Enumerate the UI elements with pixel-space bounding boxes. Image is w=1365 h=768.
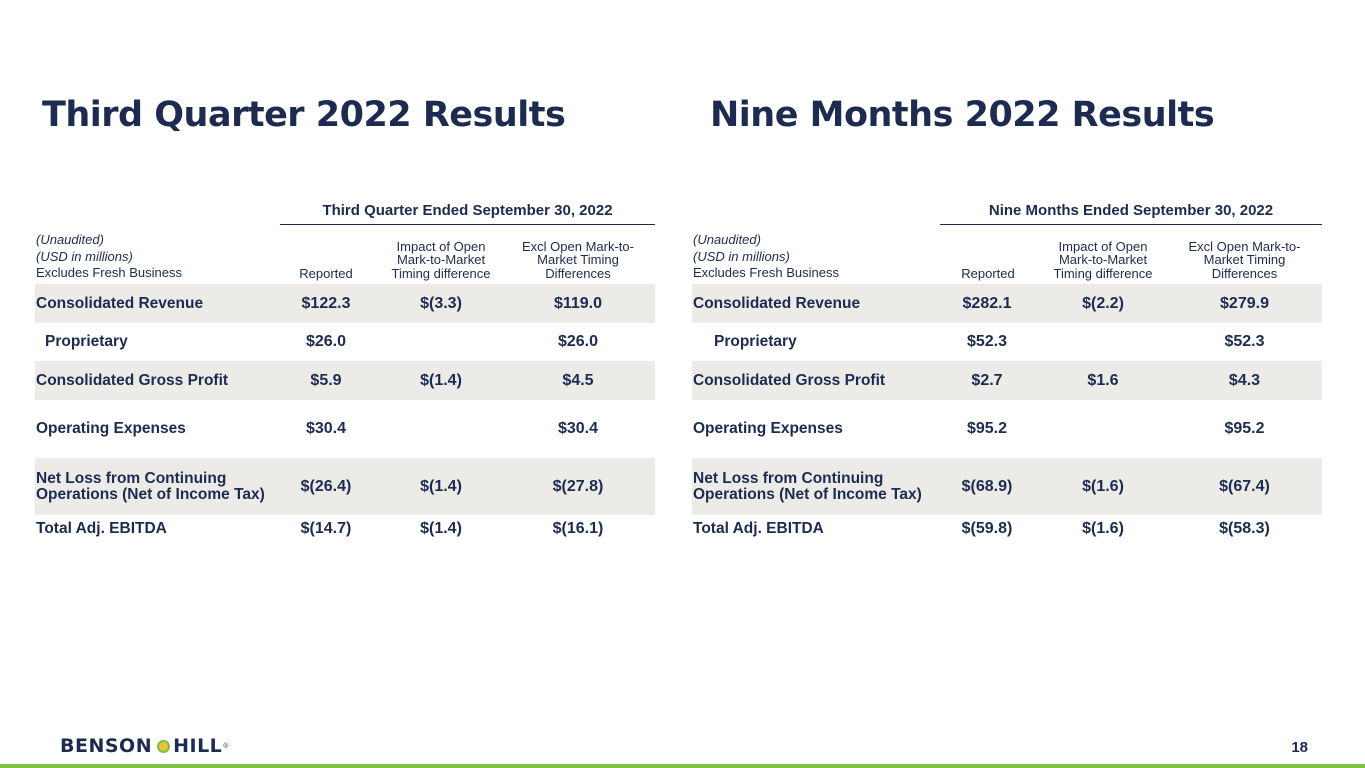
cell-excl-mtm: $95.2	[1224, 420, 1265, 437]
row-label: Operating Expenses	[693, 420, 843, 437]
cell-reported: $95.2	[966, 420, 1008, 437]
cell-mtm-impact: $(1.4)	[420, 477, 462, 495]
page-title-nine-months: Nine Months 2022 Results	[710, 95, 1215, 135]
cell-mtm-impact: $(1.6)	[1082, 520, 1124, 537]
table-row: Proprietary $26.0 $26.0	[35, 323, 655, 361]
benson-hill-logo: BENSON HILL ®	[60, 735, 228, 757]
column-header-reported: Reported	[961, 265, 1015, 281]
column-header-mtm-impact: Impact of Open Mark-to-Market Timing dif…	[1053, 238, 1153, 281]
row-label: Operating Expenses	[36, 420, 186, 437]
column-header-row: (Unaudited) (USD in millions) Excludes F…	[35, 232, 655, 282]
table-row: Consolidated Revenue $282.1 $(2.2) $279.…	[692, 284, 1322, 323]
note-excludes: Excludes Fresh Business	[693, 265, 839, 280]
cell-mtm-impact: $(1.4)	[420, 371, 462, 389]
table-row: Consolidated Revenue $122.3 $(3.3) $119.…	[35, 284, 655, 323]
row-label: Proprietary	[714, 333, 797, 350]
cell-excl-mtm: $279.9	[1220, 294, 1269, 312]
period-header: Nine Months Ended September 30, 2022	[940, 198, 1322, 225]
row-label: Net Loss from Continuing Operations (Net…	[36, 469, 265, 503]
cell-excl-mtm: $26.0	[557, 333, 599, 350]
cell-reported: $(59.8)	[961, 520, 1013, 537]
cell-reported: $(68.9)	[961, 477, 1013, 495]
cell-mtm-impact: $(2.2)	[1082, 294, 1124, 312]
logo-wordmark-right: HILL	[173, 735, 223, 757]
table-row: Consolidated Gross Profit $2.7 $1.6 $4.3	[692, 361, 1322, 400]
table-notes: (Unaudited) (USD in millions) Excludes F…	[36, 232, 182, 282]
cell-reported: $26.0	[305, 333, 347, 350]
column-header-excl-mtm: Excl Open Mark-to-Market Timing Differen…	[522, 238, 634, 281]
note-unaudited: (Unaudited)	[693, 232, 761, 247]
column-header-reported: Reported	[299, 265, 353, 281]
footer-accent-line	[0, 764, 1365, 768]
table-row: Total Adj. EBITDA $(59.8) $(1.6) $(58.3)	[692, 515, 1322, 543]
cell-mtm-impact: $1.6	[1087, 371, 1119, 389]
cell-excl-mtm: $(67.4)	[1219, 477, 1270, 495]
cell-excl-mtm: $52.3	[1224, 333, 1265, 350]
row-label: Total Adj. EBITDA	[693, 520, 824, 537]
cell-excl-mtm: $4.5	[562, 371, 594, 389]
table-row: Net Loss from Continuing Operations (Net…	[692, 458, 1322, 515]
cell-excl-mtm: $119.0	[553, 294, 603, 312]
cell-reported: $52.3	[966, 333, 1008, 350]
column-header-mtm-impact: Impact of Open Mark-to-Market Timing dif…	[391, 238, 491, 281]
cell-excl-mtm: $(58.3)	[1219, 520, 1270, 537]
table-notes: (Unaudited) (USD in millions) Excludes F…	[693, 232, 839, 282]
cell-reported: $(14.7)	[300, 520, 352, 537]
cell-mtm-impact: $(1.4)	[420, 520, 462, 537]
column-header-excl-mtm: Excl Open Mark-to-Market Timing Differen…	[1188, 238, 1301, 281]
period-header: Third Quarter Ended September 30, 2022	[280, 198, 655, 225]
note-units: (USD in millions)	[36, 248, 133, 264]
note-units: (USD in millions)	[693, 248, 790, 264]
page-number: 18	[1291, 739, 1308, 756]
note-unaudited: (Unaudited)	[36, 232, 104, 247]
table-row: Net Loss from Continuing Operations (Net…	[35, 458, 655, 515]
column-header-row: (Unaudited) (USD in millions) Excludes F…	[692, 232, 1322, 282]
cell-excl-mtm: $(27.8)	[552, 477, 604, 495]
cell-excl-mtm: $30.4	[557, 420, 599, 437]
page-title-third-quarter: Third Quarter 2022 Results	[42, 95, 566, 135]
registered-mark: ®	[223, 742, 229, 750]
row-label: Consolidated Revenue	[36, 294, 204, 312]
row-label: Consolidated Gross Profit	[693, 371, 886, 389]
cell-reported: $282.1	[962, 294, 1012, 312]
logo-wordmark-left: BENSON	[60, 735, 153, 757]
cell-reported: $2.7	[971, 371, 1003, 389]
cell-reported: $122.3	[301, 294, 351, 312]
cell-mtm-impact: $(3.3)	[420, 294, 462, 312]
cell-excl-mtm: $4.3	[1228, 371, 1261, 389]
note-excludes: Excludes Fresh Business	[36, 265, 182, 280]
table-row: Consolidated Gross Profit $5.9 $(1.4) $4…	[35, 361, 655, 400]
table-row: Proprietary $52.3 $52.3	[692, 323, 1322, 361]
row-label: Total Adj. EBITDA	[36, 520, 167, 537]
cell-reported: $30.4	[305, 420, 347, 437]
row-label: Net Loss from Continuing Operations (Net…	[693, 469, 922, 503]
table-row: Operating Expenses $30.4 $30.4	[35, 400, 655, 458]
table-row: Total Adj. EBITDA $(14.7) $(1.4) $(16.1)	[35, 515, 655, 543]
sun-icon	[157, 739, 171, 753]
table-row: Operating Expenses $95.2 $95.2	[692, 400, 1322, 458]
cell-excl-mtm: $(16.1)	[552, 520, 604, 537]
cell-reported: $5.9	[310, 371, 342, 389]
cell-mtm-impact: $(1.6)	[1082, 477, 1124, 495]
row-label: Consolidated Revenue	[693, 294, 861, 312]
row-label: Proprietary	[45, 333, 128, 350]
cell-reported: $(26.4)	[300, 477, 352, 495]
row-label: Consolidated Gross Profit	[36, 371, 229, 389]
